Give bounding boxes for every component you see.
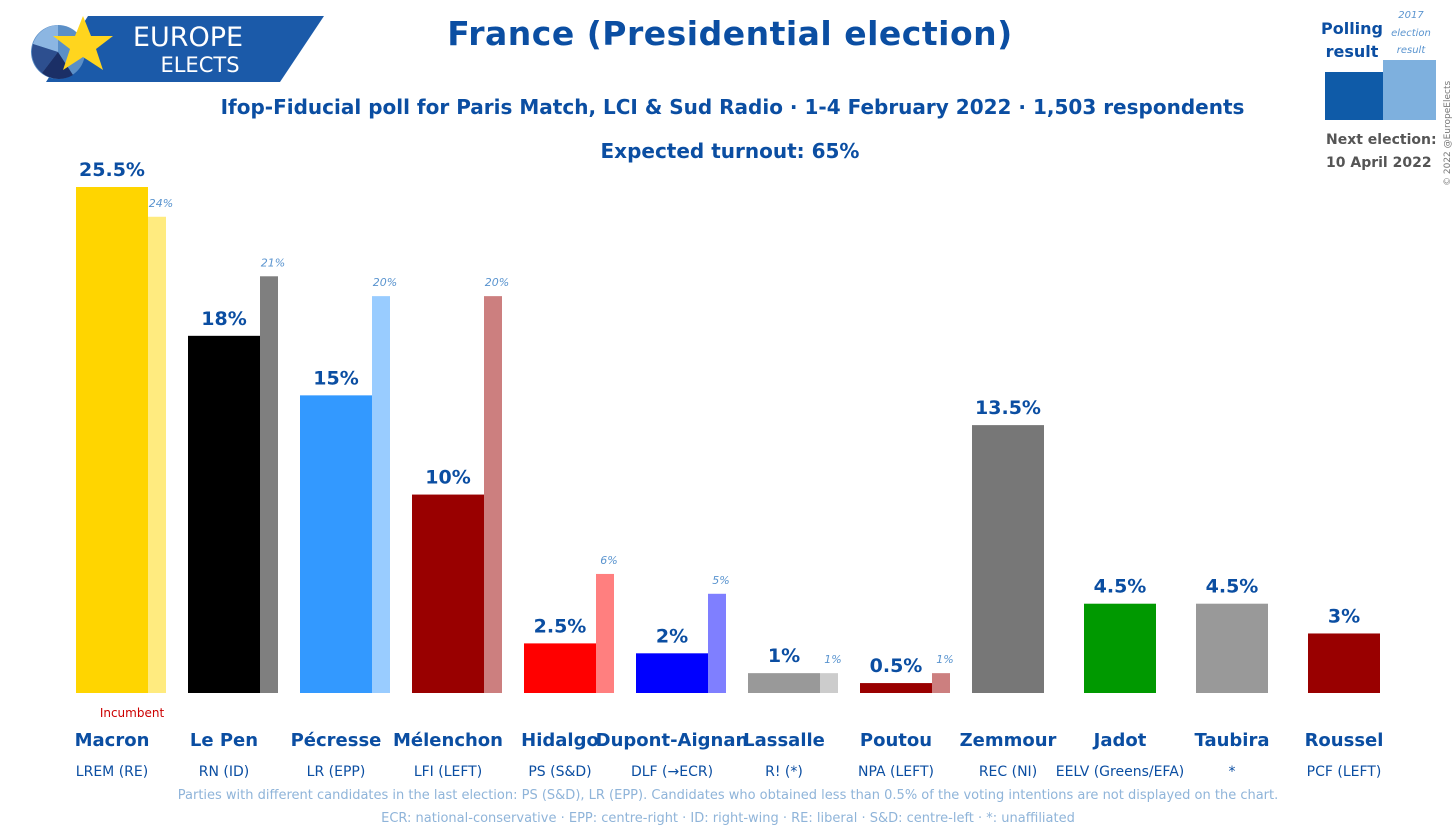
bar-poll-melenchon (412, 494, 484, 693)
bar-poll-zemmour (972, 425, 1044, 693)
candidate-name-le-pen: Le Pen (190, 730, 258, 751)
label-2017-poutou: 1% (936, 653, 953, 666)
party-label-melenchon: LFI (LEFT) (414, 764, 482, 780)
party-label-pecresse: LR (EPP) (307, 764, 366, 780)
value-label-le-pen: 18% (201, 308, 246, 330)
bar-2017-le-pen (260, 276, 278, 693)
party-label-hidalgo: PS (S&D) (528, 764, 591, 780)
legend-polling-line1: Polling (1321, 19, 1383, 38)
europe-elects-logo: EUROPE ELECTS (31, 16, 324, 82)
bar-poll-hidalgo (524, 643, 596, 693)
bar-2017-macron (148, 216, 166, 693)
label-2017-dupont-aignan: 5% (712, 574, 729, 587)
candidate-name-roussel: Roussel (1305, 730, 1384, 751)
poll-subtitle: Ifop-Fiducial poll for Paris Match, LCI … (220, 95, 1245, 119)
bar-poll-lassalle (748, 673, 820, 693)
party-label-taubira: * (1229, 764, 1236, 780)
party-label-zemmour: REC (NI) (979, 764, 1037, 780)
legend-previous-swatch (1383, 60, 1436, 120)
chart-title: France (Presidential election) (447, 14, 1013, 53)
footer-note-abbreviations: ECR: national-conservative · EPP: centre… (381, 811, 1075, 826)
logo-text-bottom: ELECTS (160, 53, 239, 77)
candidate-name-lassalle: Lassalle (743, 730, 825, 751)
value-label-roussel: 3% (1328, 605, 1360, 627)
label-2017-pecresse: 20% (373, 276, 397, 289)
expected-turnout: Expected turnout: 65% (600, 139, 860, 163)
bar-2017-dupont-aignan (708, 593, 726, 693)
label-2017-hidalgo: 6% (600, 554, 617, 567)
candidate-name-macron: Macron (75, 730, 150, 751)
bar-2017-lassalle (820, 673, 838, 693)
legend-polling-swatch (1325, 72, 1383, 120)
next-election-label: Next election: (1326, 132, 1437, 148)
bar-poll-macron (76, 187, 148, 693)
value-label-hidalgo: 2.5% (534, 615, 587, 637)
bar-poll-taubira (1196, 603, 1268, 693)
value-label-pecresse: 15% (313, 367, 358, 389)
value-label-dupont-aignan: 2% (656, 625, 688, 647)
bar-2017-hidalgo (596, 573, 614, 693)
value-label-poutou: 0.5% (870, 655, 923, 677)
value-label-melenchon: 10% (425, 467, 470, 489)
bar-poll-jadot (1084, 603, 1156, 693)
copyright-notice: © 2022 @EuropeElects (1443, 81, 1453, 186)
party-label-roussel: PCF (LEFT) (1307, 764, 1382, 780)
party-label-lassalle: R! (*) (765, 764, 803, 780)
legend: Polling result 2017 election result © 20… (1321, 10, 1453, 186)
legend-prev-line2: election (1391, 28, 1431, 39)
label-2017-lassalle: 1% (824, 653, 841, 666)
logo-banner (46, 16, 324, 82)
legend-prev-line1: 2017 (1398, 10, 1424, 21)
value-label-jadot: 4.5% (1094, 576, 1147, 598)
label-2017-melenchon: 20% (485, 276, 509, 289)
value-label-macron: 25.5% (79, 159, 145, 181)
incumbent-label: Incumbent (100, 706, 165, 720)
candidate-name-poutou: Poutou (860, 730, 932, 751)
candidate-name-taubira: Taubira (1195, 730, 1270, 751)
legend-polling-line2: result (1326, 42, 1379, 61)
next-election-date: 10 April 2022 (1326, 155, 1432, 171)
candidate-name-jadot: Jadot (1092, 730, 1147, 751)
bar-2017-pecresse (372, 296, 390, 693)
value-label-taubira: 4.5% (1206, 576, 1259, 598)
bar-poll-roussel (1308, 633, 1380, 693)
bar-2017-melenchon (484, 296, 502, 693)
label-2017-macron: 24% (149, 197, 173, 210)
party-label-macron: LREM (RE) (76, 764, 148, 780)
value-label-lassalle: 1% (768, 645, 800, 667)
footer-note-parties: Parties with different candidates in the… (177, 788, 1279, 803)
logo-text-top: EUROPE (133, 22, 243, 53)
candidate-name-hidalgo: Hidalgo (521, 730, 599, 751)
party-label-le-pen: RN (ID) (199, 764, 249, 780)
candidate-name-dupont-aignan: Dupont-Aignan (596, 730, 749, 751)
logo-star-icon (53, 16, 113, 70)
value-label-zemmour: 13.5% (975, 397, 1041, 419)
bar-poll-dupont-aignan (636, 653, 708, 693)
legend-prev-line3: result (1397, 45, 1427, 56)
party-label-poutou: NPA (LEFT) (858, 764, 934, 780)
bar-poll-pecresse (300, 395, 372, 693)
candidate-name-zemmour: Zemmour (960, 730, 1057, 751)
label-2017-le-pen: 21% (261, 256, 285, 269)
candidate-name-melenchon: Mélenchon (393, 730, 503, 751)
bar-poll-poutou (860, 683, 932, 693)
candidate-name-pecresse: Pécresse (291, 730, 382, 751)
party-label-jadot: EELV (Greens/EFA) (1056, 764, 1185, 780)
bar-2017-poutou (932, 673, 950, 693)
party-label-dupont-aignan: DLF (→ECR) (631, 764, 713, 780)
bar-poll-le-pen (188, 335, 260, 693)
